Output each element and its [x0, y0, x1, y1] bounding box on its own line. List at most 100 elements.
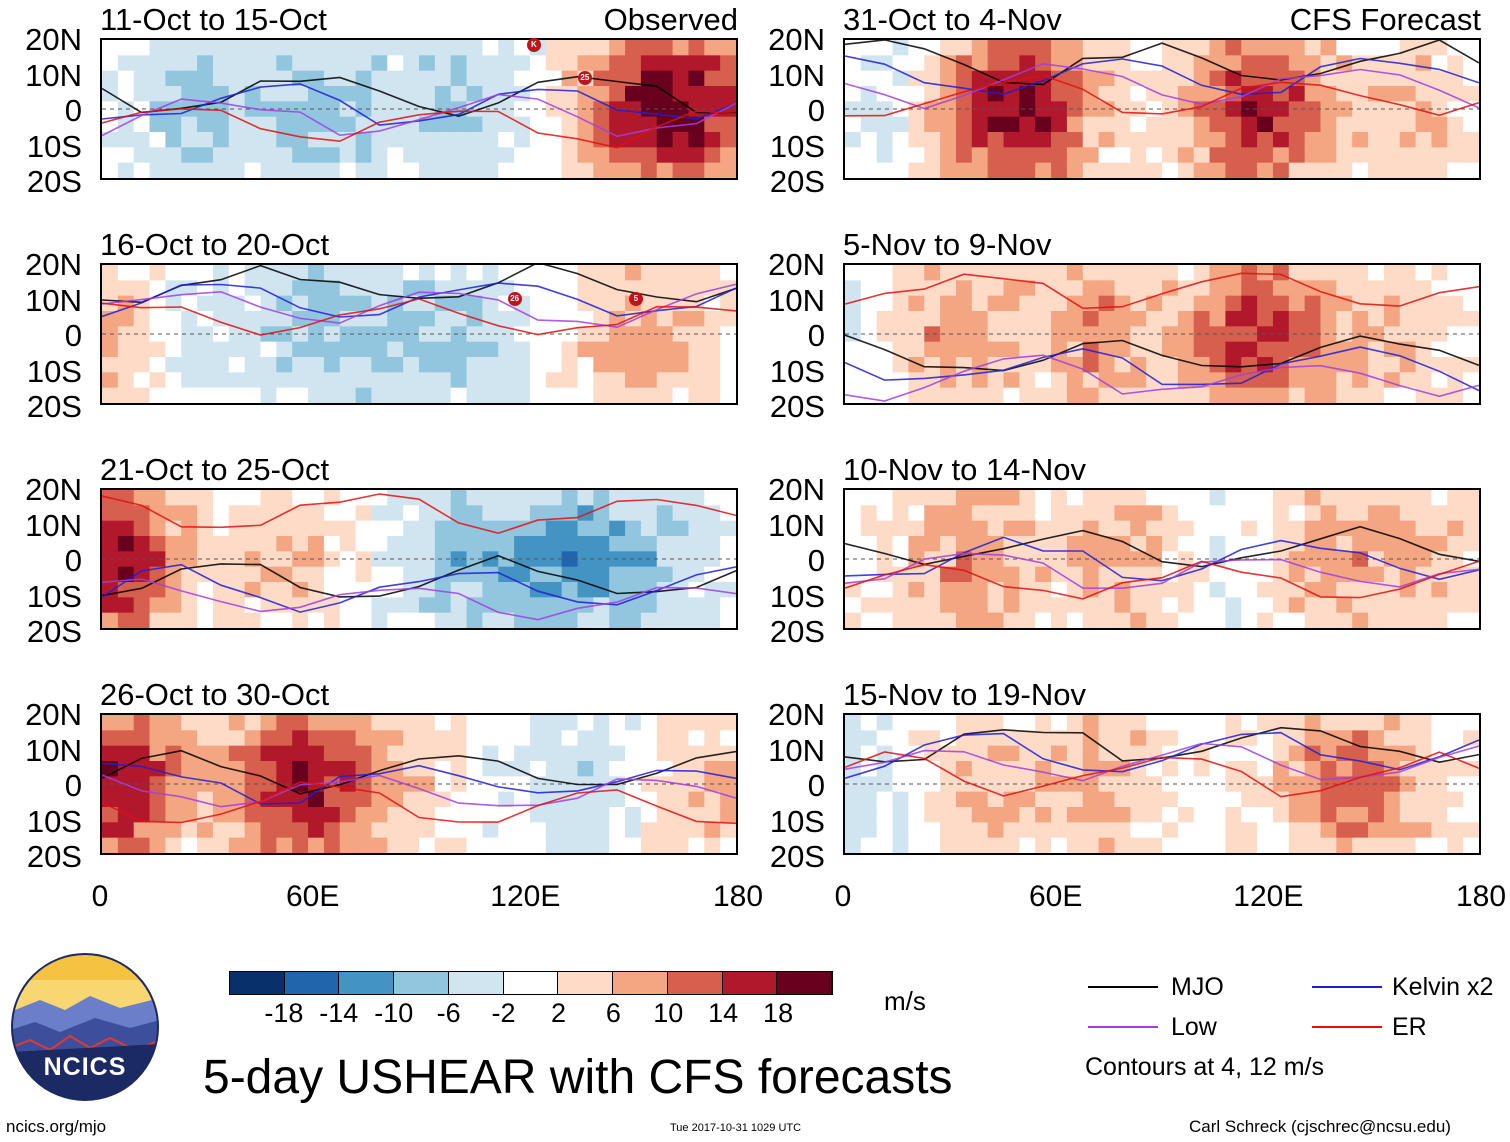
shear-cell: [987, 837, 1005, 853]
shear-cell: [593, 520, 610, 537]
shear-cell: [1051, 597, 1068, 614]
shear-cell: [450, 357, 468, 373]
shear-cell: [498, 387, 515, 403]
shear-cell: [1368, 387, 1385, 403]
shear-cell: [529, 761, 547, 777]
shear-cell: [672, 745, 690, 762]
shear-cell: [1114, 715, 1131, 731]
shear-cell: [1320, 582, 1337, 598]
shear-cell: [1399, 387, 1417, 403]
shear-cell: [1336, 147, 1353, 164]
shear-cell: [1368, 730, 1385, 747]
shear-cell: [1003, 597, 1020, 614]
shear-cell: [149, 341, 166, 358]
shear-cell: [1463, 147, 1479, 164]
shear-cell: [688, 341, 705, 358]
shear-cell: [1051, 147, 1068, 164]
shear-cell: [720, 86, 736, 102]
shear-cell: [1241, 582, 1258, 598]
shear-cell: [987, 86, 1005, 102]
shear-cell: [450, 86, 468, 102]
shear-cell: [561, 761, 579, 777]
shear-cell: [165, 132, 182, 148]
shear-cell: [876, 536, 894, 552]
shear-cell: [292, 162, 309, 178]
contour-low: [102, 283, 736, 329]
shear-cell: [1066, 761, 1084, 777]
shear-cell: [1352, 791, 1369, 808]
shear-field: [102, 715, 736, 853]
shear-cell: [260, 101, 277, 118]
shear-cell: [498, 837, 515, 853]
shear-cell: [1304, 715, 1322, 731]
shear-cell: [355, 326, 373, 343]
shear-cell: [197, 490, 214, 506]
shear-field: [102, 40, 736, 178]
shear-cell: [656, 55, 674, 72]
shear-cell: [577, 265, 594, 281]
shear-cell: [355, 597, 373, 614]
shear-cell: [450, 745, 468, 762]
shear-cell: [529, 520, 547, 537]
shear-cell: [955, 536, 973, 552]
shear-cell: [593, 311, 610, 327]
shear-cell: [133, 387, 151, 403]
shear-cell: [640, 132, 658, 148]
shear-cell: [860, 162, 878, 178]
shear-cell: [482, 566, 499, 583]
shear-cell: [987, 387, 1005, 403]
shear-cell: [1257, 505, 1274, 522]
shear-cell: [181, 70, 198, 87]
shear-cell: [640, 357, 658, 373]
shear-cell: [688, 520, 705, 537]
shear-cell: [1209, 582, 1226, 598]
shear-cell: [197, 505, 214, 522]
shear-cell: [1051, 837, 1068, 853]
shear-cell: [133, 55, 151, 72]
shear-cell: [434, 745, 452, 762]
shear-cell: [419, 536, 436, 552]
shear-cell: [845, 132, 862, 148]
shear-cell: [1304, 520, 1322, 537]
shear-cell: [1019, 520, 1036, 537]
shear-cell: [1431, 265, 1448, 281]
shear-cell: [1288, 822, 1306, 839]
shear-cell: [1352, 612, 1369, 628]
shear-cell: [450, 162, 468, 178]
shear-cell: [1003, 40, 1020, 56]
shear-cell: [1003, 55, 1020, 72]
shear-cell: [971, 162, 989, 178]
shear-cell: [1130, 280, 1147, 297]
shear-cell: [1082, 311, 1100, 327]
shear-cell: [1130, 162, 1147, 178]
shear-cell: [1368, 265, 1385, 281]
shear-cell: [419, 597, 436, 614]
shear-cell: [466, 265, 483, 281]
shear-cell: [704, 341, 721, 358]
shear-cell: [117, 116, 135, 133]
shear-cell: [1383, 791, 1401, 808]
shear-cell: [339, 761, 357, 777]
shear-cell: [1241, 341, 1258, 358]
shear-cell: [720, 520, 736, 537]
shear-cell: [1463, 807, 1479, 823]
shear-cell: [1352, 822, 1369, 839]
shear-cell: [1162, 776, 1179, 793]
shear-cell: [371, 40, 388, 56]
shear-cell: [387, 55, 404, 72]
shear-cell: [971, 280, 989, 297]
shear-cell: [149, 837, 166, 853]
shear-cell: [892, 761, 909, 777]
shear-cell: [1177, 70, 1195, 87]
shear-cell: [1415, 791, 1433, 808]
shear-cell: [940, 807, 957, 823]
shear-cell: [625, 86, 642, 102]
shear-cell: [625, 341, 642, 358]
shear-cell: [987, 341, 1005, 358]
shear-cell: [1431, 715, 1448, 731]
shear-cell: [1304, 132, 1322, 148]
shear-cell: [688, 761, 705, 777]
shear-cell: [323, 295, 341, 312]
shear-cell: [1146, 387, 1163, 403]
shear-cell: [466, 357, 483, 373]
